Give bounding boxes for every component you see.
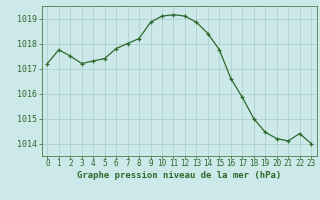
X-axis label: Graphe pression niveau de la mer (hPa): Graphe pression niveau de la mer (hPa) bbox=[77, 171, 281, 180]
